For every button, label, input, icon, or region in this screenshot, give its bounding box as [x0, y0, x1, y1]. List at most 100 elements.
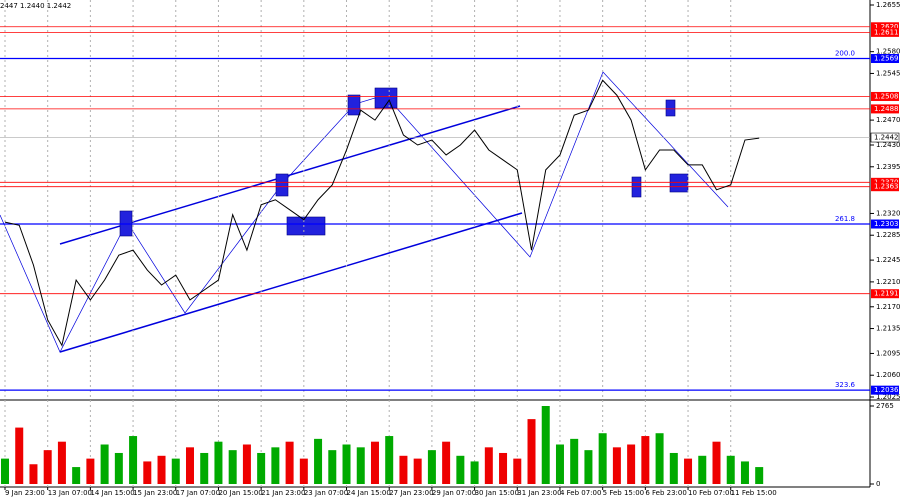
volume-bar	[342, 444, 351, 484]
x-tick-label: 29 Jan 07:00	[432, 489, 476, 497]
channel-lower	[59, 212, 523, 353]
annotations	[0, 71, 729, 353]
x-tick-label: 31 Jan 23:00	[517, 489, 561, 497]
volume-bar	[57, 441, 66, 484]
volume-bar	[214, 441, 223, 484]
volume-bar	[328, 450, 337, 484]
level-label: 1.2488	[874, 105, 899, 113]
level-label-box	[871, 104, 899, 114]
x-tick-label: 21 Jan 23:00	[261, 489, 305, 497]
y-tick-label: 1.2285	[876, 231, 900, 239]
volume-bar	[129, 436, 138, 484]
volume-bar	[29, 464, 38, 484]
volume-bar	[456, 455, 465, 484]
volume-bar	[570, 438, 579, 484]
volume-bar	[427, 450, 436, 484]
x-tick-label: 27 Jan 23:00	[389, 489, 433, 497]
volume-bar	[200, 452, 209, 484]
volume-tick-label: 2765	[876, 402, 894, 410]
volume-bar	[43, 450, 52, 484]
level-label-box	[871, 54, 899, 64]
volume-bar	[555, 444, 564, 484]
marker-box	[374, 87, 398, 109]
volume-bar	[114, 452, 123, 484]
x-tick-label: 15 Jan 23:00	[133, 489, 177, 497]
y-tick-label: 1.2170	[876, 303, 900, 311]
volume-bar	[584, 450, 593, 484]
y-tick-label: 1.2655	[876, 1, 900, 9]
volume-bar	[157, 455, 166, 484]
volume-bar	[541, 406, 550, 484]
level-label-box	[871, 385, 899, 395]
volume-bar	[612, 447, 621, 484]
volume-bar	[499, 452, 508, 484]
volume-bar	[527, 419, 536, 484]
x-tick-label: 10 Feb 07:00	[688, 489, 734, 497]
y-tick-label: 1.2470	[876, 116, 900, 124]
volume-bar	[755, 467, 764, 484]
marker-box	[347, 94, 361, 116]
level-label-box	[871, 182, 899, 192]
level-label: 1.2363	[874, 183, 899, 191]
volume-bar	[641, 436, 650, 484]
volume-bar	[171, 458, 180, 484]
x-tick-label: 23 Jan 07:00	[304, 489, 348, 497]
volume-bar	[669, 452, 678, 484]
fib-label: 261.8	[835, 215, 855, 223]
volume-bar	[228, 450, 237, 484]
header-text: 2447 1.2440 1.2442	[0, 2, 71, 10]
last-price-box	[870, 132, 900, 143]
y-tick-label: 1.2545	[876, 69, 900, 77]
volume-bar	[470, 461, 479, 484]
x-tick-label: 14 Jan 15:00	[90, 489, 134, 497]
volume-bar	[655, 433, 664, 484]
x-tick-label: 4 Feb 07:00	[560, 489, 601, 497]
volume-bar	[1, 458, 9, 484]
level-label-box	[871, 27, 899, 37]
level-label: 1.2569	[874, 55, 899, 63]
y-tick-label: 1.2320	[876, 209, 900, 217]
level-label: 1.2620	[874, 23, 899, 31]
marker-box	[286, 216, 326, 236]
y-tick-label: 1.2210	[876, 278, 900, 286]
volume-bar	[356, 447, 365, 484]
x-tick-label: 30 Jan 15:00	[475, 489, 519, 497]
volume-bar	[413, 458, 422, 484]
level-label: 1.2611	[874, 28, 899, 36]
x-tick-label: 11 Feb 15:00	[731, 489, 777, 497]
volume-bar	[100, 444, 109, 484]
volume-bar	[314, 438, 323, 484]
x-tick-label: 24 Jan 15:00	[347, 489, 391, 497]
fib-label: 323.6	[835, 381, 856, 389]
x-tick-label: 13 Jan 07:00	[48, 489, 92, 497]
volume-bar	[285, 441, 294, 484]
y-tick-label: 1.2395	[876, 163, 900, 171]
level-label-box	[871, 91, 899, 101]
y-tick-label: 1.2025	[876, 393, 900, 401]
y-tick-label: 1.2095	[876, 349, 900, 357]
x-tick-label: 6 Feb 23:00	[645, 489, 686, 497]
volume-bar	[712, 441, 721, 484]
volume-bar	[698, 455, 707, 484]
volume-bar	[399, 455, 408, 484]
volume-bar	[484, 447, 493, 484]
x-tick-label: 5 Feb 15:00	[603, 489, 644, 497]
volume-bar	[385, 436, 394, 484]
level-label: 1.2191	[874, 290, 899, 298]
volume-bar	[15, 427, 24, 484]
level-label-box	[871, 289, 899, 299]
level-label-box	[871, 219, 899, 229]
x-tick-label: 9 Jan 23:00	[5, 489, 45, 497]
volume-bar	[72, 467, 81, 484]
level-label-box	[871, 22, 899, 32]
fib-label: 200.0	[835, 50, 855, 58]
marker-box	[665, 99, 676, 117]
volume-bar	[684, 458, 693, 484]
volume-bar	[726, 455, 735, 484]
y-tick-label: 1.2245	[876, 256, 900, 264]
y-tick-label: 1.2580	[876, 48, 900, 56]
volume-bar	[86, 458, 95, 484]
volume-bar	[257, 452, 266, 484]
wave-lines	[0, 71, 729, 353]
